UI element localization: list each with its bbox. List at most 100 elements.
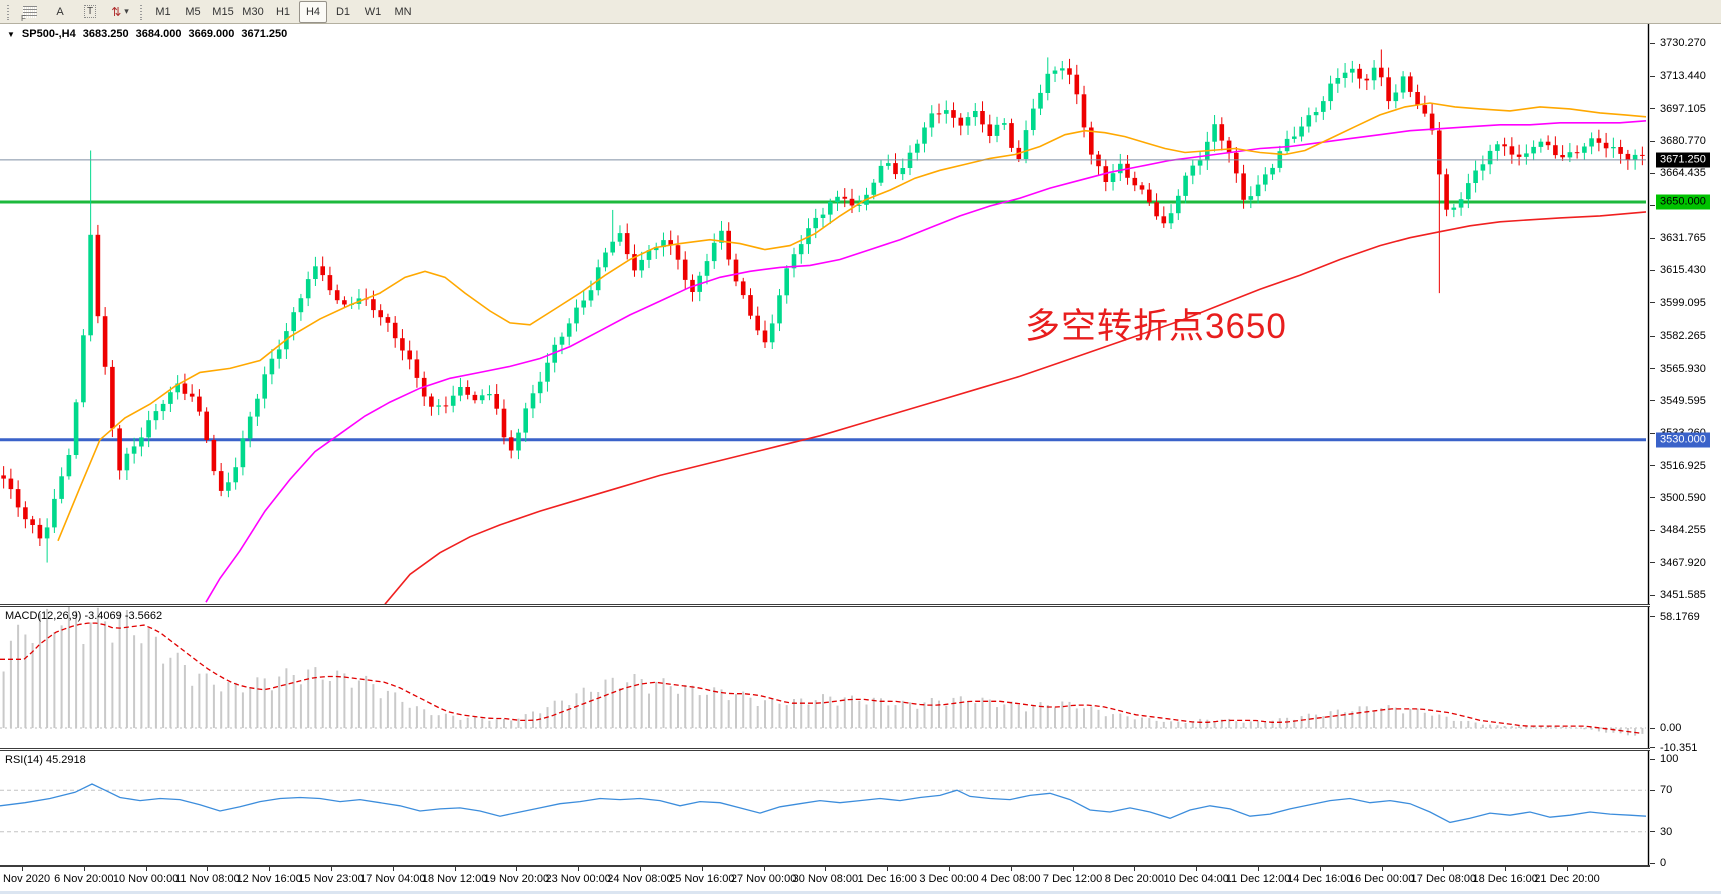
- price-axis-label: 3582.265: [1660, 330, 1706, 343]
- price-axis-macd[interactable]: 58.1769 0.00 -10.351: [1650, 607, 1721, 754]
- timeframe-button-m15[interactable]: M15: [212, 5, 234, 18]
- time-axis-label: 17 Dec 08:00: [1410, 873, 1477, 885]
- price-line-label: 3671.250: [1656, 152, 1710, 168]
- axis-tick: [1650, 727, 1655, 729]
- time-axis-tick: [887, 867, 889, 871]
- time-axis-tick: [1443, 867, 1445, 871]
- text-label-tool-button[interactable]: T: [76, 1, 104, 23]
- price-axis-label: 3615.430: [1660, 264, 1706, 277]
- timeframe-button-m5[interactable]: M5: [185, 5, 201, 18]
- time-axis-label: 15 Nov 23:00: [298, 873, 364, 885]
- axis-tick: [1650, 747, 1655, 749]
- axis-tick: [1650, 562, 1655, 564]
- price-axis-column[interactable]: 3730.270 3713.440 3697.105 3680.770 3664.435…: [1650, 24, 1721, 891]
- axis-tick: [1650, 237, 1655, 239]
- time-axis-tick: [516, 867, 518, 871]
- grid-tool-icon: F: [21, 5, 37, 23]
- time-axis-label: 19 Nov 20:00: [483, 873, 550, 885]
- time-axis-label: 11 Nov 08:00: [175, 873, 240, 885]
- price-axis-label: 3713.440: [1660, 70, 1706, 83]
- axis-tick: [1650, 497, 1655, 499]
- price-axis-main[interactable]: 3730.270 3713.440 3697.105 3680.770 3664.435…: [1650, 24, 1721, 607]
- font-tool-button[interactable]: A: [46, 1, 74, 23]
- time-axis-label: 17 Nov 04:00: [360, 873, 426, 885]
- axis-tick: [1650, 172, 1655, 174]
- time-axis-tick: [1134, 867, 1136, 871]
- rsi-axis-label: 70: [1660, 784, 1673, 797]
- price-axis-label: 3680.770: [1660, 135, 1706, 148]
- toolbar: F A T ⇅ ▾ M1 M5 M15 M30 H1 H4 D1 W1 MN: [0, 0, 1721, 24]
- ohlc-open: 3683.250: [82, 28, 129, 40]
- rsi-label: RSI(14) 45.2918: [5, 754, 86, 766]
- timeframe-button-d1[interactable]: D1: [335, 5, 351, 18]
- toolbar-separator[interactable]: [138, 3, 145, 20]
- time-axis-label: 10 Nov 00:00: [112, 873, 179, 885]
- time-axis-tick: [1258, 867, 1259, 871]
- timeframe-button-w1[interactable]: W1: [364, 5, 382, 18]
- axis-tick: [1650, 465, 1655, 467]
- time-axis-tick: [578, 867, 580, 871]
- macd-label: MACD(12,26,9) -3.4069 -3.5662: [5, 610, 163, 622]
- macd-axis-label: 58.1769: [1660, 610, 1700, 623]
- main-price-panel[interactable]: ▼ SP500-,H4 3683.250 3684.000 3669.000 3…: [0, 24, 1650, 607]
- ohlc-low: 3669.000: [188, 28, 235, 40]
- time-axis-label: 10 Dec 04:00: [1163, 873, 1229, 885]
- axis-tick: [1650, 758, 1655, 760]
- time-axis-tick: [22, 867, 23, 871]
- rsi-chart[interactable]: [0, 751, 1650, 865]
- dropdown-caret-icon[interactable]: ▾: [124, 6, 129, 16]
- timeframe-button-m1[interactable]: M1: [155, 5, 171, 18]
- time-axis-tick: [701, 867, 703, 871]
- time-axis-label: 24 Nov 08:00: [607, 873, 673, 885]
- grid-tool-button[interactable]: F: [16, 1, 44, 23]
- time-axis-label: 25 Nov 16:00: [669, 873, 735, 885]
- time-axis-label: 14 Dec 16:00: [1287, 873, 1353, 885]
- axis-tick: [1650, 432, 1655, 434]
- axis-tick: [1650, 205, 1655, 207]
- rsi-axis-label: 100: [1660, 753, 1679, 765]
- chart-header: ▼ SP500-,H4 3683.250 3684.000 3669.000 3…: [7, 28, 287, 40]
- axis-tick: [1650, 368, 1655, 370]
- ohlc-high: 3684.000: [135, 28, 182, 40]
- chart-area: ▼ SP500-,H4 3683.250 3684.000 3669.000 3…: [0, 24, 1721, 891]
- time-axis-label: 27 Nov 00:00: [730, 873, 797, 885]
- time-axis-tick: [949, 867, 950, 871]
- time-axis-label: 12 Nov 16:00: [236, 873, 302, 885]
- axis-tick: [1650, 335, 1655, 337]
- axis-tick: [1650, 616, 1655, 618]
- price-axis-label: 3631.765: [1660, 232, 1706, 245]
- timeframe-button-h1[interactable]: H1: [275, 5, 291, 18]
- axis-tick: [1650, 42, 1655, 44]
- timeframe-button-mn[interactable]: MN: [394, 5, 412, 18]
- time-axis-tick: [1010, 867, 1012, 871]
- timeframe-button-group: M1 M5 M15 M30 H1 H4 D1 W1 MN: [148, 0, 418, 23]
- macd-axis-label: 0.00: [1660, 722, 1682, 734]
- candlestick-chart[interactable]: [0, 24, 1650, 604]
- axis-tick: [1650, 594, 1655, 596]
- axis-tick: [1650, 789, 1655, 791]
- timeframe-button-m30[interactable]: M30: [242, 5, 264, 18]
- time-axis-label: 21 Dec 20:00: [1534, 873, 1600, 885]
- arrows-tool-button[interactable]: ⇅ ▾: [106, 1, 134, 23]
- price-axis-label: 3484.255: [1660, 524, 1706, 537]
- price-axis-label: 3467.920: [1660, 556, 1706, 569]
- macd-chart[interactable]: [0, 607, 1650, 748]
- time-axis-tick: [83, 867, 85, 871]
- toolbar-drag-handle[interactable]: [5, 3, 12, 20]
- rsi-panel[interactable]: RSI(14) 45.2918: [0, 751, 1650, 867]
- text-label-icon: T: [83, 5, 97, 18]
- price-axis-rsi[interactable]: 100 70 30 0: [1650, 751, 1721, 869]
- chart-annotation-text: 多空转折点3650: [1025, 307, 1287, 346]
- price-axis-label: 3697.105: [1660, 102, 1706, 115]
- price-axis-label: 3549.595: [1660, 394, 1706, 407]
- rsi-axis-label: 0: [1660, 857, 1667, 869]
- axis-tick: [1650, 400, 1655, 402]
- timeframe-button-h4[interactable]: H4: [299, 0, 327, 23]
- time-axis-label: 16 Dec 00:00: [1348, 873, 1415, 885]
- price-line-label: 3650.000: [1656, 194, 1710, 210]
- ohlc-close: 3671.250: [241, 28, 288, 40]
- collapse-arrow-icon[interactable]: ▼: [7, 29, 15, 39]
- axis-tick: [1650, 75, 1655, 77]
- macd-panel[interactable]: MACD(12,26,9) -3.4069 -3.5662: [0, 607, 1650, 751]
